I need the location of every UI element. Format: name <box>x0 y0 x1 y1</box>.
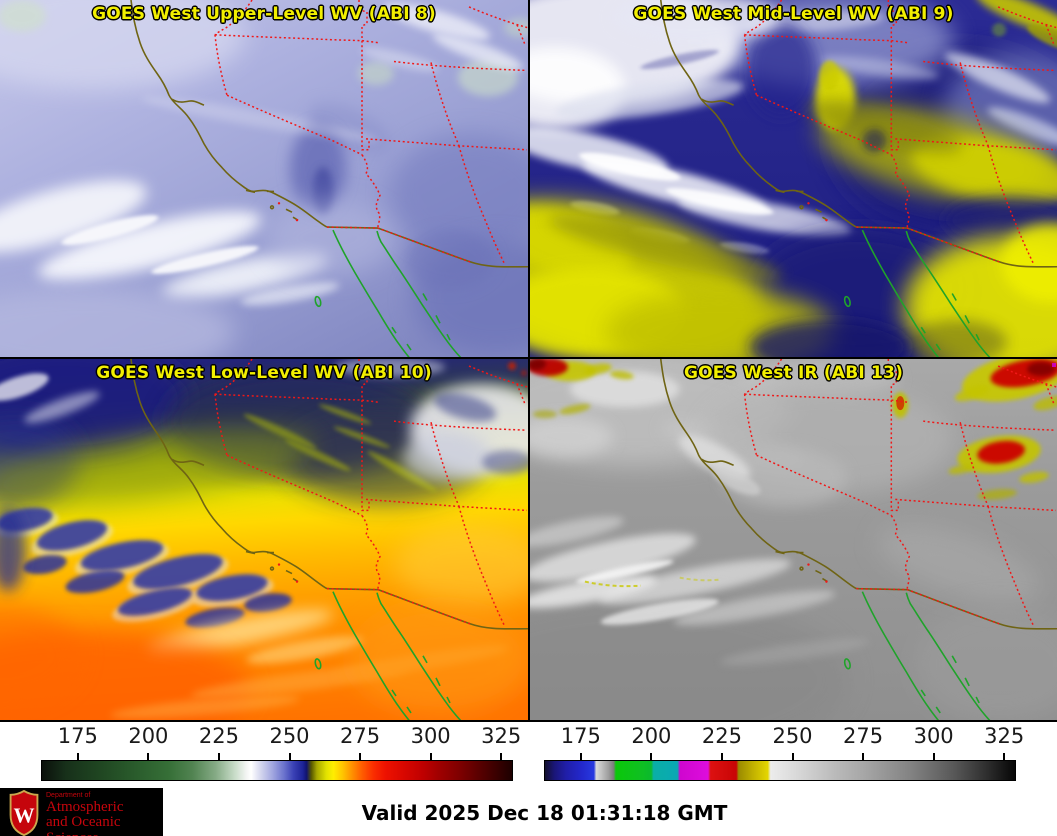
colorbar-tick-mark <box>500 753 503 760</box>
colorbar-tick-mark <box>217 753 220 760</box>
colorbar-tick-label: 300 <box>913 724 954 748</box>
colorbar-ir-gradient <box>544 760 1016 781</box>
colorbar-tick-mark <box>1003 753 1006 760</box>
panel-abi9: GOES West Mid-Level WV (ABI 9) <box>530 0 1057 357</box>
colorbar-tick-mark <box>429 753 432 760</box>
logo-atmospheric-line: Atmospheric <box>46 799 124 816</box>
colorbar-tick-mark <box>862 753 865 760</box>
colorbar-wv-gradient <box>41 760 513 781</box>
logo-text: Department of Atmospheric and Oceanic Sc… <box>46 792 163 836</box>
footer: W Department of Atmospheric and Oceanic … <box>0 787 1057 836</box>
logo-oceanic-line: and Oceanic Sciences <box>46 814 121 836</box>
colorbar-tick-label: 175 <box>57 724 98 748</box>
panel-title-abi8: GOES West Upper-Level WV (ABI 8) <box>92 4 436 24</box>
uw-aos-logo: W Department of Atmospheric and Oceanic … <box>0 788 163 836</box>
colorbar-tick-mark <box>147 753 150 760</box>
colorbar-tick-label: 275 <box>340 724 381 748</box>
crest-letter: W <box>13 804 34 828</box>
colorbar-tick-mark <box>720 753 723 760</box>
panel-title-abi9: GOES West Mid-Level WV (ABI 9) <box>633 4 954 24</box>
panel-abi8: GOES West Upper-Level WV (ABI 8) <box>0 0 528 357</box>
colorbar-tick-mark <box>791 753 794 760</box>
valid-timestamp: Valid 2025 Dec 18 01:31:18 GMT <box>361 801 728 825</box>
colorbar-tick-label: 275 <box>843 724 884 748</box>
colorbar-tick-label: 225 <box>198 724 239 748</box>
colorbar-tick-label: 300 <box>410 724 451 748</box>
uw-crest-icon: W <box>9 790 39 836</box>
panel-abi10: GOES West Low-Level WV (ABI 10) <box>0 359 528 720</box>
convection-topright <box>892 359 1057 500</box>
colorbar-tick-mark <box>579 753 582 760</box>
colorbar-tick-label: 200 <box>631 724 672 748</box>
colorbar-tick-mark <box>650 753 653 760</box>
convection-topleft <box>530 359 634 419</box>
logo-dept-line: Department of <box>46 792 91 799</box>
colorbar-ir: 175 200 225 250 275 300 325 <box>544 722 1024 787</box>
colorbar-tick-label: 250 <box>772 724 813 748</box>
colorbar-tick-label: 175 <box>560 724 601 748</box>
panel-abi13: GOES West IR (ABI 13) <box>530 359 1057 720</box>
colorbar-tick-label: 325 <box>481 724 522 748</box>
satellite-image-abi8 <box>0 0 528 357</box>
colorbar-tick-label: 325 <box>984 724 1025 748</box>
satellite-image-abi9 <box>530 0 1057 357</box>
satellite-image-abi13 <box>530 359 1057 720</box>
colorbar-section: 175 200 225 250 275 300 325 175 200 225 250 275 300… <box>0 722 1057 787</box>
panel-title-abi10: GOES West Low-Level WV (ABI 10) <box>96 363 432 383</box>
panel-title-abi13: GOES West IR (ABI 13) <box>683 363 904 383</box>
colorbar-tick-label: 250 <box>269 724 310 748</box>
colorbar-tick-label: 200 <box>128 724 169 748</box>
colorbar-tick-label: 225 <box>701 724 742 748</box>
satellite-image-abi10 <box>0 359 528 720</box>
colorbar-tick-mark <box>76 753 79 760</box>
colorbar-tick-mark <box>288 753 291 760</box>
panel-grid: GOES West Upper-Level WV (ABI 8) <box>0 0 1057 722</box>
colorbar-tick-mark <box>359 753 362 760</box>
colorbar-wv: 175 200 225 250 275 300 325 <box>41 722 521 787</box>
colorbar-tick-mark <box>932 753 935 760</box>
